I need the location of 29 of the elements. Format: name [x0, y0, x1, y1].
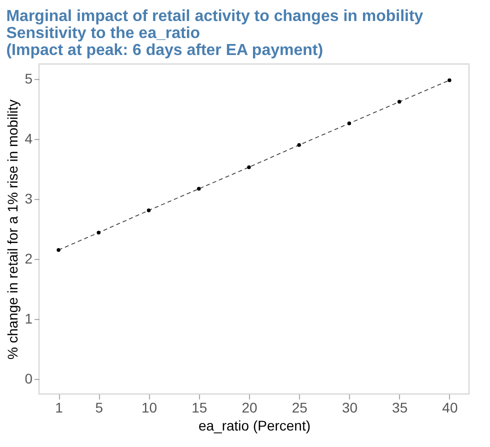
point	[146, 208, 151, 212]
x-tick-label: 25	[292, 400, 308, 416]
text: (Impact at peak: 6 days after EA payment)	[6, 42, 324, 59]
point	[297, 143, 301, 147]
x-tick-label: 1	[55, 400, 64, 416]
point	[197, 186, 201, 191]
text: Sensitivity to the ea_ratio	[6, 25, 200, 42]
point	[347, 122, 352, 126]
x-tick-label: 10	[141, 400, 158, 416]
y-tick-label: 0	[24, 370, 33, 386]
x-tick-label: 35	[392, 400, 408, 416]
point	[247, 165, 251, 170]
point	[397, 100, 402, 104]
point	[56, 248, 60, 252]
point	[96, 230, 101, 234]
y-tick-label: 4	[24, 130, 33, 146]
y-tick-label: 3	[24, 190, 33, 206]
x-tick-label: 40	[442, 400, 458, 416]
x-tick-label: 30	[342, 400, 358, 416]
y-tick-label: 5	[24, 70, 33, 86]
x-tick-label: 5	[95, 400, 104, 416]
y-tick-label: 1	[24, 310, 33, 326]
x-tick-label: 15	[192, 400, 208, 416]
x-axis-title: ea_ratio (Percent)	[198, 418, 311, 434]
text: Marginal impact of retail activity to changes in mobility	[6, 8, 424, 25]
y-axis-title: % change in retail for a 1% rise in mobility	[4, 100, 21, 360]
point	[448, 78, 452, 82]
y-tick-label: 2	[24, 250, 33, 266]
x-tick-label: 20	[242, 400, 258, 416]
